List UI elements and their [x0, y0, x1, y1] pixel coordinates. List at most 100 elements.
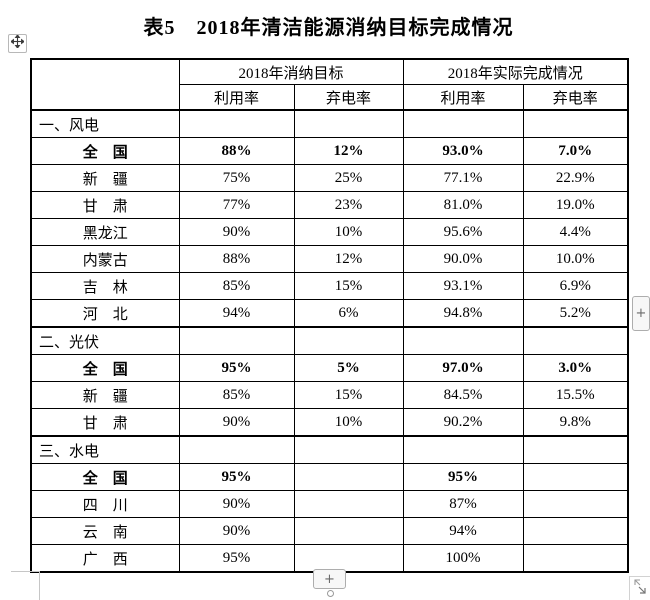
value-cell[interactable]: 90.0% [402, 245, 524, 273]
value-cell[interactable] [522, 326, 629, 355]
row-label-cell[interactable]: 内蒙古 [30, 245, 180, 273]
row-label-cell[interactable]: 四 川 [30, 490, 180, 518]
row-label-cell[interactable]: 全 国 [30, 354, 180, 382]
value-cell[interactable]: 88% [178, 137, 295, 165]
value-cell[interactable]: 10% [293, 218, 404, 246]
value-cell[interactable]: 10% [293, 408, 404, 437]
value-cell[interactable]: 75% [178, 164, 295, 192]
value-cell[interactable]: 3.0% [522, 354, 629, 382]
row-label-cell[interactable]: 甘 肃 [30, 191, 180, 219]
sub-header-cell[interactable]: 弃电率 [293, 84, 404, 111]
value-cell[interactable]: 12% [293, 245, 404, 273]
row-label-cell[interactable]: 一、风电 [30, 109, 180, 138]
add-row-button[interactable]: + [313, 569, 346, 589]
value-cell[interactable]: 5% [293, 354, 404, 382]
value-cell[interactable]: 90.2% [402, 408, 524, 437]
value-cell[interactable]: 6% [293, 299, 404, 328]
value-cell[interactable] [178, 326, 295, 355]
value-cell[interactable]: 87% [402, 490, 524, 518]
value-cell[interactable]: 15.5% [522, 381, 629, 409]
value-cell[interactable]: 77% [178, 191, 295, 219]
corner-header-cell[interactable] [30, 58, 180, 111]
value-cell[interactable]: 9.8% [522, 408, 629, 437]
value-cell[interactable] [402, 435, 524, 464]
value-cell[interactable] [178, 109, 295, 138]
row-label-cell[interactable]: 甘 肃 [30, 408, 180, 437]
add-column-button[interactable]: + [632, 296, 650, 331]
value-cell[interactable]: 23% [293, 191, 404, 219]
row-label-cell[interactable]: 黑龙江 [30, 218, 180, 246]
value-cell[interactable] [522, 490, 629, 518]
value-cell[interactable]: 15% [293, 272, 404, 300]
value-cell[interactable]: 95% [402, 463, 524, 491]
value-cell[interactable] [293, 490, 404, 518]
value-cell[interactable]: 81.0% [402, 191, 524, 219]
value-cell[interactable] [293, 109, 404, 138]
value-cell[interactable] [178, 435, 295, 464]
value-cell[interactable] [522, 109, 629, 138]
row-label-cell[interactable]: 云 南 [30, 517, 180, 545]
value-cell[interactable]: 5.2% [522, 299, 629, 328]
value-cell[interactable]: 15% [293, 381, 404, 409]
group-header-cell[interactable]: 2018年消纳目标 [178, 58, 404, 85]
value-cell[interactable]: 94% [178, 299, 295, 328]
value-cell[interactable]: 77.1% [402, 164, 524, 192]
value-cell[interactable]: 84.5% [402, 381, 524, 409]
sub-header-cell[interactable]: 利用率 [402, 84, 524, 111]
value-cell[interactable]: 90% [178, 408, 295, 437]
value-cell[interactable]: 88% [178, 245, 295, 273]
value-cell[interactable]: 25% [293, 164, 404, 192]
sub-header-cell[interactable]: 弃电率 [522, 84, 629, 111]
value-cell[interactable]: 19.0% [522, 191, 629, 219]
value-cell[interactable]: 85% [178, 381, 295, 409]
value-cell[interactable]: 85% [178, 272, 295, 300]
value-cell[interactable]: 95.6% [402, 218, 524, 246]
value-cell[interactable] [402, 109, 524, 138]
value-cell[interactable] [293, 544, 404, 573]
row-label-cell[interactable]: 全 国 [30, 463, 180, 491]
value-cell[interactable] [402, 326, 524, 355]
value-cell[interactable]: 10.0% [522, 245, 629, 273]
value-cell[interactable]: 95% [178, 354, 295, 382]
value-cell[interactable]: 12% [293, 137, 404, 165]
value-cell[interactable] [293, 435, 404, 464]
value-cell[interactable]: 90% [178, 517, 295, 545]
table-row: 新 疆 85% 15% 84.5% 15.5% [30, 381, 629, 409]
table-resize-handle[interactable] [629, 576, 650, 600]
row-label-cell[interactable]: 广 西 [30, 544, 180, 573]
row-label-cell[interactable]: 二、光伏 [30, 326, 180, 355]
value-cell[interactable] [522, 517, 629, 545]
value-cell[interactable] [293, 463, 404, 491]
value-cell[interactable]: 95% [178, 463, 295, 491]
value-cell[interactable]: 90% [178, 490, 295, 518]
table-row: 内蒙古 88% 12% 90.0% 10.0% [30, 245, 629, 273]
value-cell[interactable]: 95% [178, 544, 295, 573]
row-label-cell[interactable]: 新 疆 [30, 381, 180, 409]
value-cell[interactable] [293, 326, 404, 355]
row-label-cell[interactable]: 新 疆 [30, 164, 180, 192]
value-cell[interactable]: 93.1% [402, 272, 524, 300]
table-row: 全 国 95% 5% 97.0% 3.0% [30, 354, 629, 382]
value-cell[interactable]: 94% [402, 517, 524, 545]
table-move-handle[interactable] [8, 33, 27, 53]
value-cell[interactable]: 4.4% [522, 218, 629, 246]
value-cell[interactable]: 100% [402, 544, 524, 573]
table-row: 新 疆 75% 25% 77.1% 22.9% [30, 164, 629, 192]
value-cell[interactable] [522, 463, 629, 491]
value-cell[interactable]: 97.0% [402, 354, 524, 382]
value-cell[interactable] [522, 544, 629, 573]
value-cell[interactable] [293, 517, 404, 545]
value-cell[interactable] [522, 435, 629, 464]
value-cell[interactable]: 22.9% [522, 164, 629, 192]
sub-header-cell[interactable]: 利用率 [178, 84, 295, 111]
row-label-cell[interactable]: 三、水电 [30, 435, 180, 464]
row-label-cell[interactable]: 全 国 [30, 137, 180, 165]
row-label-cell[interactable]: 吉 林 [30, 272, 180, 300]
group-header-cell[interactable]: 2018年实际完成情况 [402, 58, 629, 85]
value-cell[interactable]: 7.0% [522, 137, 629, 165]
value-cell[interactable]: 90% [178, 218, 295, 246]
value-cell[interactable]: 94.8% [402, 299, 524, 328]
row-label-cell[interactable]: 河 北 [30, 299, 180, 328]
value-cell[interactable]: 93.0% [402, 137, 524, 165]
value-cell[interactable]: 6.9% [522, 272, 629, 300]
